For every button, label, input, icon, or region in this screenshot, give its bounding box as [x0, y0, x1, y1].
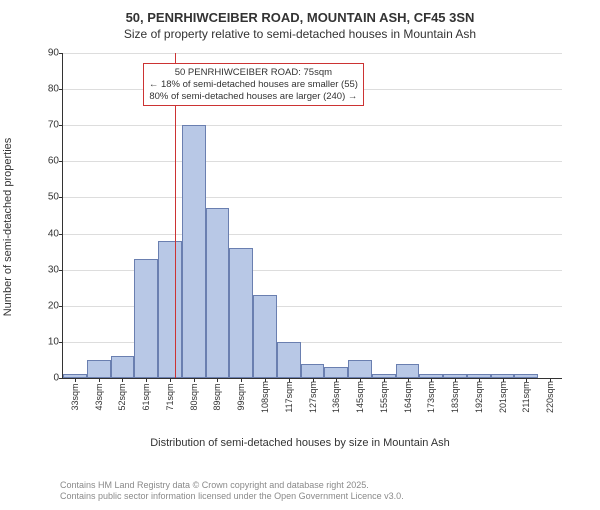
footer-line: Contains HM Land Registry data © Crown c… — [60, 480, 404, 491]
x-tick-mark — [99, 378, 100, 382]
x-tick-label: 89sqm — [212, 383, 222, 410]
y-tick-mark — [59, 197, 63, 198]
histogram-bar — [229, 248, 253, 378]
x-tick-mark — [408, 378, 409, 382]
x-tick-label: 173sqm — [426, 381, 436, 413]
y-tick-label: 60 — [35, 156, 59, 167]
footer-line: Contains public sector information licen… — [60, 491, 404, 502]
histogram-bar — [396, 364, 420, 378]
x-tick-mark — [503, 378, 504, 382]
x-tick-mark — [431, 378, 432, 382]
x-tick-label: 211sqm — [521, 381, 531, 412]
x-tick-mark — [336, 378, 337, 382]
x-tick-mark — [75, 378, 76, 382]
x-tick-label: 220sqm — [545, 381, 555, 413]
chart-title-main: 50, PENRHIWCEIBER ROAD, MOUNTAIN ASH, CF… — [0, 10, 600, 25]
x-tick-label: 136sqm — [331, 381, 341, 413]
histogram-bar — [87, 360, 111, 378]
x-tick-mark — [170, 378, 171, 382]
histogram-bar — [348, 360, 372, 378]
histogram-bar — [134, 259, 158, 378]
x-tick-label: 99sqm — [236, 383, 246, 410]
x-tick-mark — [241, 378, 242, 382]
x-tick-mark — [384, 378, 385, 382]
x-tick-label: 145sqm — [355, 381, 365, 413]
y-tick-label: 10 — [35, 336, 59, 347]
x-tick-label: 61sqm — [141, 383, 151, 410]
y-tick-label: 0 — [35, 373, 59, 384]
x-tick-label: 71sqm — [165, 383, 175, 410]
histogram-bar — [277, 342, 301, 378]
x-tick-mark — [550, 378, 551, 382]
x-tick-mark — [479, 378, 480, 382]
x-tick-mark — [526, 378, 527, 382]
gridline — [63, 53, 562, 54]
x-tick-label: 117sqm — [284, 381, 294, 412]
y-tick-mark — [59, 342, 63, 343]
y-tick-mark — [59, 53, 63, 54]
x-tick-mark — [146, 378, 147, 382]
y-tick-mark — [59, 234, 63, 235]
x-tick-mark — [360, 378, 361, 382]
chart-container: Number of semi-detached properties 01020… — [20, 47, 580, 407]
x-tick-mark — [455, 378, 456, 382]
histogram-bar — [324, 367, 348, 378]
y-axis-label: Number of semi-detached properties — [2, 138, 14, 317]
y-tick-mark — [59, 306, 63, 307]
annotation-box: 50 PENRHIWCEIBER ROAD: 75sqm ← 18% of se… — [143, 63, 364, 107]
y-tick-label: 90 — [35, 48, 59, 59]
x-tick-mark — [313, 378, 314, 382]
x-tick-label: 80sqm — [189, 383, 199, 410]
gridline — [63, 234, 562, 235]
y-tick-mark — [59, 89, 63, 90]
x-tick-mark — [265, 378, 266, 382]
y-tick-mark — [59, 378, 63, 379]
gridline — [63, 125, 562, 126]
histogram-bar — [158, 241, 182, 378]
x-tick-label: 201sqm — [498, 381, 508, 413]
gridline — [63, 197, 562, 198]
y-tick-label: 40 — [35, 228, 59, 239]
x-tick-label: 155sqm — [379, 381, 389, 413]
x-tick-label: 164sqm — [403, 381, 413, 413]
x-tick-label: 108sqm — [260, 381, 270, 413]
histogram-bar — [111, 356, 135, 378]
annotation-line: 80% of semi-detached houses are larger (… — [149, 91, 358, 103]
x-tick-mark — [217, 378, 218, 382]
footer-attribution: Contains HM Land Registry data © Crown c… — [60, 480, 404, 503]
x-tick-label: 183sqm — [450, 381, 460, 413]
histogram-bar — [182, 125, 206, 378]
x-tick-mark — [194, 378, 195, 382]
y-tick-label: 70 — [35, 120, 59, 131]
y-tick-label: 50 — [35, 192, 59, 203]
y-tick-mark — [59, 270, 63, 271]
x-tick-label: 43sqm — [94, 383, 104, 410]
y-tick-mark — [59, 125, 63, 126]
x-axis-label: Distribution of semi-detached houses by … — [150, 437, 450, 449]
x-tick-mark — [122, 378, 123, 382]
plot-area: 010203040506070809033sqm43sqm52sqm61sqm7… — [62, 53, 562, 379]
annotation-line: ← 18% of semi-detached houses are smalle… — [149, 79, 358, 91]
y-tick-mark — [59, 161, 63, 162]
x-tick-label: 192sqm — [474, 381, 484, 413]
chart-title-sub: Size of property relative to semi-detach… — [0, 27, 600, 41]
x-tick-label: 33sqm — [70, 383, 80, 410]
annotation-line: 50 PENRHIWCEIBER ROAD: 75sqm — [149, 67, 358, 79]
y-tick-label: 80 — [35, 84, 59, 95]
gridline — [63, 161, 562, 162]
histogram-bar — [253, 295, 277, 378]
histogram-bar — [301, 364, 325, 378]
y-tick-label: 20 — [35, 300, 59, 311]
histogram-bar — [206, 208, 230, 378]
x-tick-label: 52sqm — [117, 383, 127, 410]
y-tick-label: 30 — [35, 264, 59, 275]
x-tick-mark — [289, 378, 290, 382]
x-tick-label: 127sqm — [308, 381, 318, 413]
